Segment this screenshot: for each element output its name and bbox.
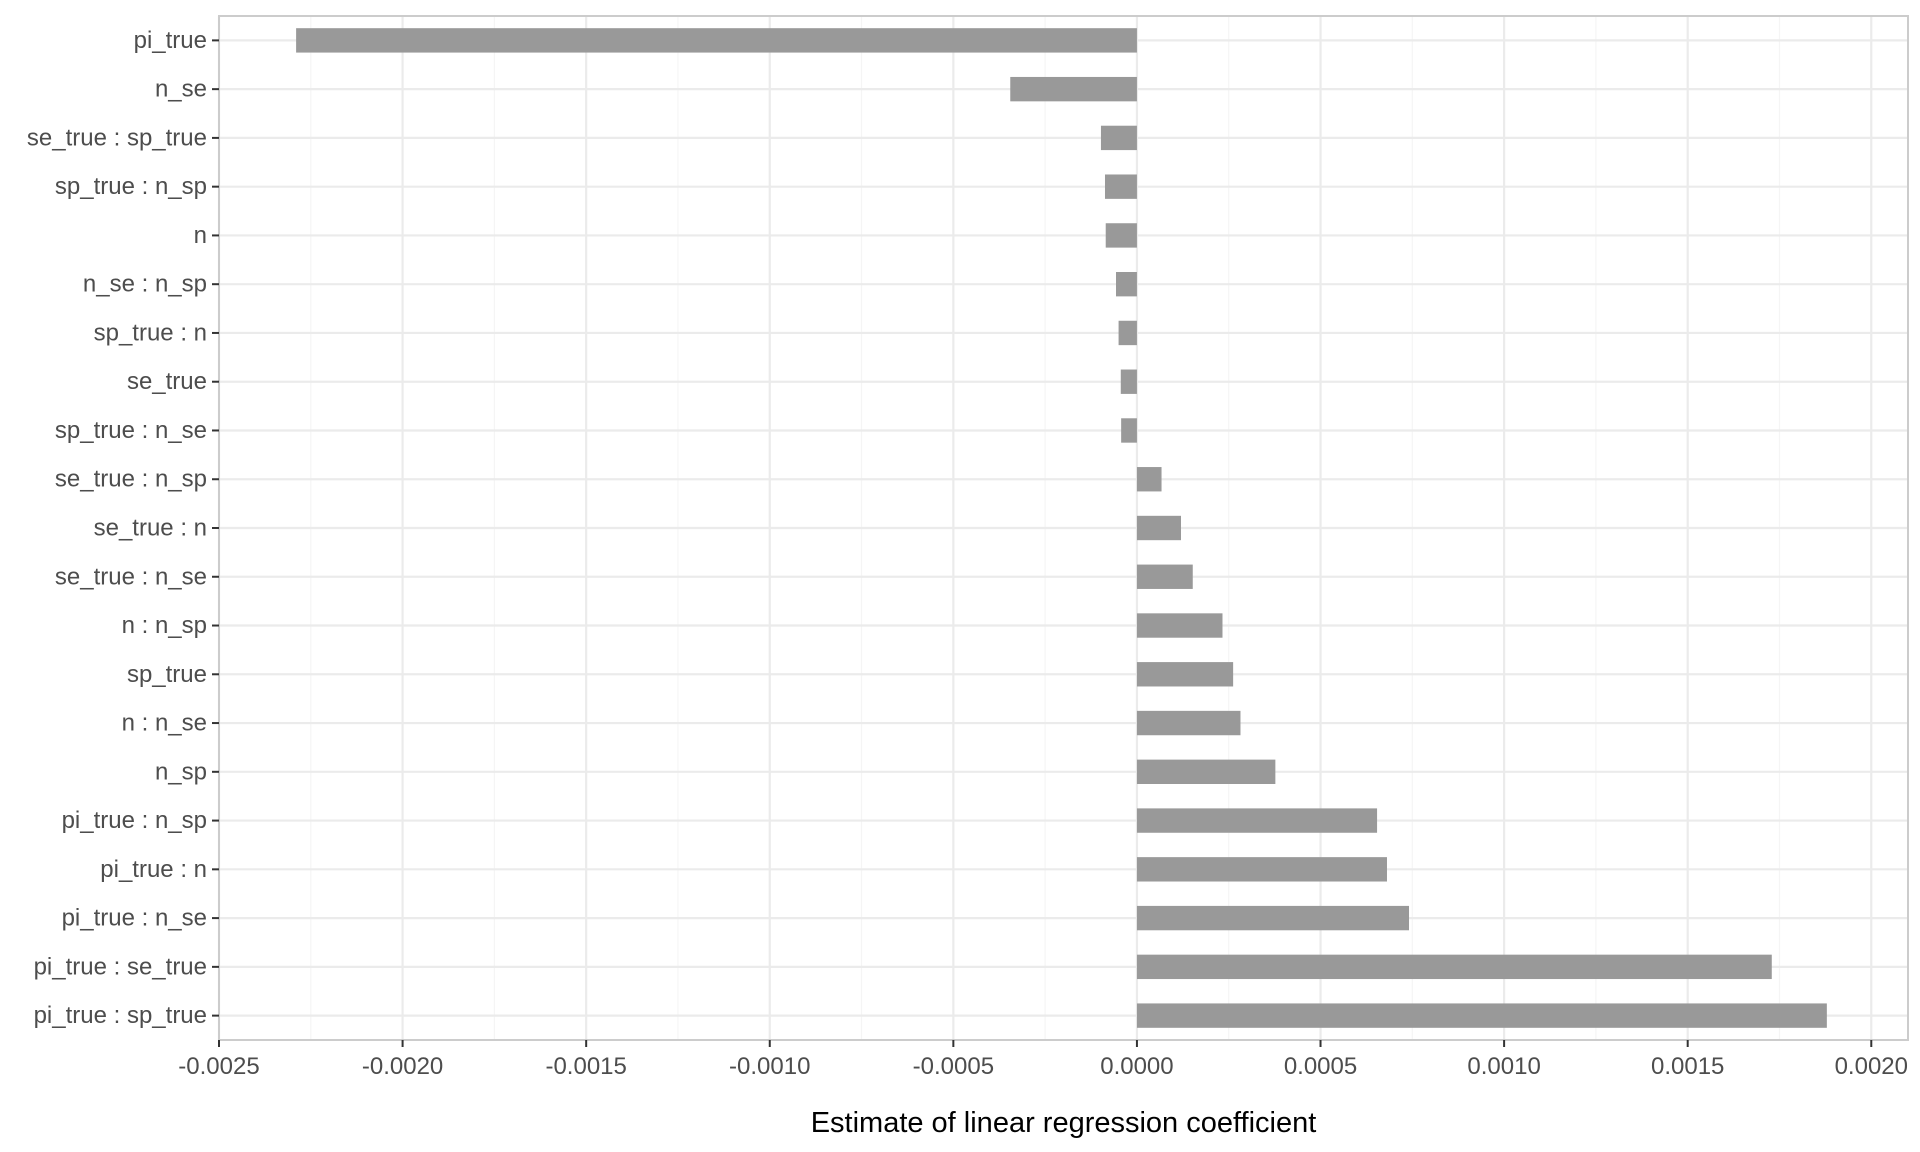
bar [296,28,1137,53]
x-tick-label: 0.0010 [1467,1053,1540,1080]
bar [1100,125,1137,151]
bar [1136,564,1193,589]
y-tick-label: se_true : n [94,515,207,542]
y-tick-label: sp_true [127,661,207,688]
y-tick-label: n [194,222,207,249]
bar [1116,272,1137,297]
bar [1104,174,1137,199]
bar [1136,613,1223,638]
bar [1136,515,1181,541]
x-tick-label: 0.0000 [1100,1053,1173,1080]
bar [1136,1003,1827,1028]
y-tick-label: n : n_sp [122,612,207,639]
y-tick-label: pi_true : se_true [34,953,207,980]
bar [1120,369,1137,394]
x-tick-label: 0.0015 [1651,1053,1724,1080]
y-tick-label: sp_true : n_sp [55,173,207,200]
bar [1136,857,1387,882]
bar [1136,710,1241,736]
y-tick-label: pi_true : n [100,856,207,883]
y-tick-label: sp_true : n [94,319,207,346]
y-tick-label: se_true : n_sp [55,466,207,493]
y-tick-label: pi_true : sp_true [34,1002,207,1029]
y-tick-label: se_true [127,368,207,395]
y-tick-label: n : n_se [122,710,207,737]
bar [1105,223,1137,248]
bar [1136,808,1378,833]
y-tick-label: n_sp [155,758,207,785]
bar [1136,467,1162,492]
y-tick-label: pi_true : n_sp [62,807,207,834]
bars [296,28,1827,1028]
bar [1010,76,1137,102]
y-tick-label: sp_true : n_se [55,417,207,444]
bar [1136,954,1772,980]
x-axis-title: Estimate of linear regression coefficien… [811,1107,1317,1139]
bar [1121,418,1137,443]
y-axis: pi_true n_se se_true : sp_true sp_true : n_… [27,27,219,1029]
x-tick-label: 0.0020 [1835,1053,1908,1080]
bar [1136,662,1234,687]
x-tick-label: 0.0005 [1284,1053,1357,1080]
bar [1118,320,1137,346]
y-tick-label: se_true : n_se [55,563,207,590]
bar [1136,759,1276,784]
x-tick-label: -0.0010 [729,1053,810,1080]
x-tick-label: -0.0005 [913,1053,994,1080]
y-tick-label: se_true : sp_true [27,124,207,151]
x-tick-label: -0.0025 [178,1053,259,1080]
y-tick-label: n_se : n_sp [83,271,207,298]
x-axis: -0.0025 -0.0020 -0.0015 -0.0010 -0.0005 0.000… [178,1040,1908,1080]
y-tick-label: pi_true : n_se [62,905,207,932]
y-tick-label: n_se [155,76,207,103]
y-tick-label: pi_true [134,27,207,54]
bar [1136,905,1410,931]
x-tick-label: -0.0020 [362,1053,443,1080]
x-tick-label: -0.0015 [545,1053,626,1080]
